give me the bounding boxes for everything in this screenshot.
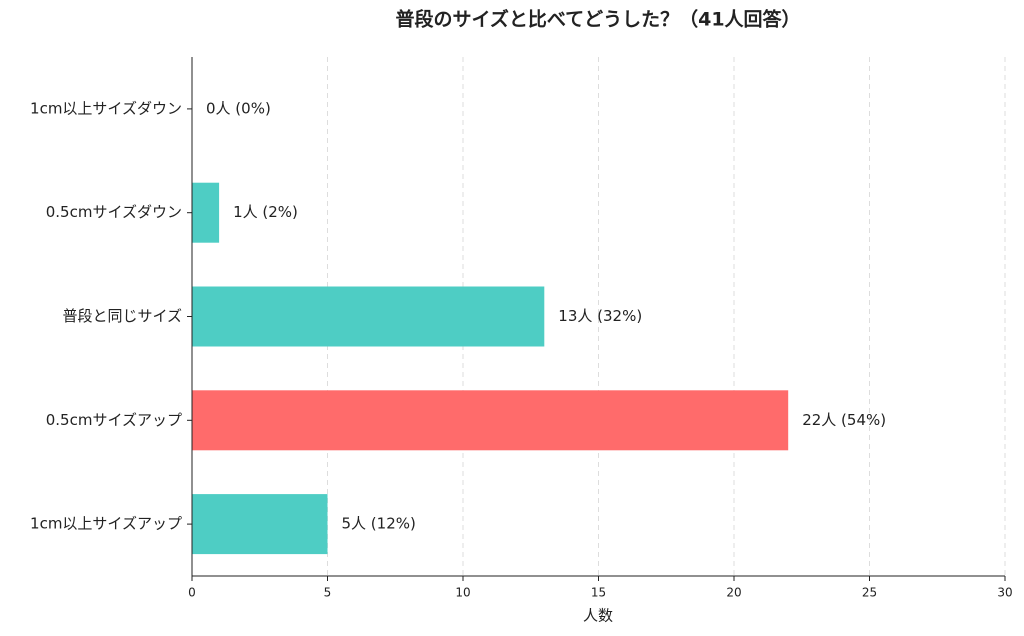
y-tick-label: 1cm以上サイズアップ — [30, 515, 182, 533]
y-tick-label: 普段と同じサイズ — [62, 307, 182, 325]
bar — [192, 286, 545, 347]
x-tick-label: 15 — [591, 586, 606, 600]
y-tick-label: 0.5cmサイズダウン — [46, 203, 182, 221]
value-label: 0人 (0%) — [206, 99, 271, 117]
x-tick-label: 20 — [726, 586, 741, 600]
x-tick-label: 25 — [862, 586, 877, 600]
bar — [192, 494, 328, 555]
value-label: 22人 (54%) — [802, 411, 886, 429]
bar — [192, 390, 789, 451]
x-tick-label: 30 — [997, 586, 1012, 600]
value-label: 5人 (12%) — [342, 515, 416, 533]
bar — [192, 182, 220, 243]
x-axis-label: 人数 — [583, 607, 613, 625]
y-tick-label: 0.5cmサイズアップ — [46, 411, 182, 429]
value-label: 13人 (32%) — [558, 307, 642, 325]
x-tick-label: 5 — [324, 586, 332, 600]
y-tick-label: 1cm以上サイズダウン — [30, 99, 182, 117]
x-tick-label: 0 — [188, 586, 196, 600]
value-label: 1人 (2%) — [233, 203, 298, 221]
x-tick-label: 10 — [455, 586, 470, 600]
chart-title: 普段のサイズと比べてどうした？（41人回答） — [395, 8, 800, 31]
